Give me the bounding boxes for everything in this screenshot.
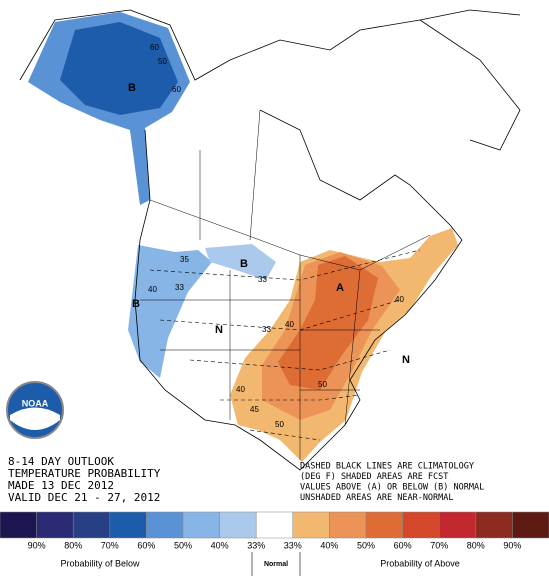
legend-label: 33% [247,540,265,550]
map-label: N [215,324,223,336]
legend-above: Probability of Above [380,558,460,568]
legend-normal: Normal [264,561,288,568]
notes: DASHED BLACK LINES ARE CLIMATOLOGY(DEG F… [300,462,484,504]
legend-label: 90% [503,540,521,550]
map-label: 50 [275,420,284,429]
legend-label: 40% [211,540,229,550]
legend-swatch [72,511,111,539]
legend-swatch [438,511,477,539]
legend-label: 50% [357,540,375,550]
map-label: B [128,82,136,94]
legend-label: 40% [320,540,338,550]
legend-swatch [255,511,294,539]
legend-label: 80% [467,540,485,550]
map-label: 40 [148,285,157,294]
legend-label: 33% [284,540,302,550]
north-blue [205,244,276,280]
legend-label: 60% [137,540,155,550]
note-line: (DEG F) SHADED AREAS ARE FCST [300,472,448,482]
legend-label: 70% [430,540,448,550]
east-red [278,256,378,390]
legend-swatch [219,511,257,539]
legend-swatch [475,511,513,539]
legend-label: 50% [174,540,192,550]
legend-swatch [292,511,330,539]
map-label: 60 [172,85,181,94]
legend: 90% 80% 70% 60% 50% 40% 33% 33% 40% 50% 60% 70% 80% 9… [0,511,549,550]
map-label: 60 [150,43,159,52]
map [19,9,521,471]
legend-below: Probability of Below [60,558,140,568]
logo-text: NOAA [22,398,49,408]
legend-label: 80% [64,540,82,550]
map-label: B [132,298,140,310]
map-label: 40 [285,320,294,329]
note-line: UNSHADED AREAS ARE NEAR-NORMAL [300,493,454,503]
alaska-blue-dark [60,22,178,115]
west-blue [128,245,212,378]
legend-swatch [0,511,37,539]
legend-swatch [109,511,147,539]
map-label: B [240,258,248,270]
map-label: 33 [258,275,267,284]
header-line: VALID DEC 21 - 27, 2012 [8,491,160,504]
note-line: VALUES ABOVE (A) OR BELOW (B) NORMAL [300,483,484,493]
map-labels: B 60 60 50 B B 35 40 33 33 N A 40 40 50 … [128,43,410,429]
map-label: 45 [250,405,259,414]
borders [140,109,431,460]
legend-swatch [402,511,440,539]
map-label: 40 [236,385,245,394]
legend-swatch [182,511,220,539]
map-label: 33 [262,325,271,334]
note-line: DASHED BLACK LINES ARE CLIMATOLOGY [300,462,474,472]
logo: NOAA [6,381,64,439]
header-line: TEMPERATURE PROBABILITY [8,467,161,480]
map-label: 50 [158,57,167,66]
map-label: 35 [180,255,189,264]
header-line: MADE 13 DEC 2012 [8,479,114,492]
legend-swatch [365,511,403,539]
legend-swatch [36,511,74,539]
legend-label: 70% [101,540,119,550]
legend-swatch [512,511,549,539]
legend-swatch [146,511,184,539]
legend-swatch [329,511,367,539]
map-label: N [402,354,410,366]
map-label: A [336,282,344,294]
legend-label: 60% [394,540,412,550]
legend-label: 90% [28,540,46,550]
map-label: 33 [175,283,184,292]
climatology [149,249,421,441]
map-label: 40 [395,295,404,304]
header-line: 8-14 DAY OUTLOOK [8,455,114,468]
map-label: 50 [318,380,327,389]
